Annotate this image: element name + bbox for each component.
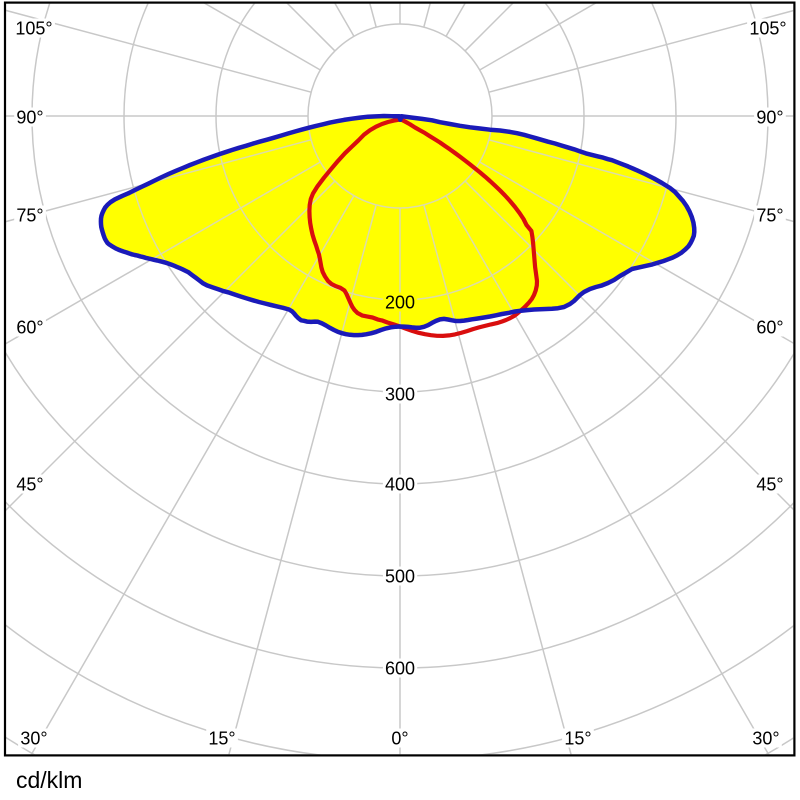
svg-text:600: 600	[385, 659, 415, 679]
svg-text:90°: 90°	[756, 108, 783, 128]
svg-text:200: 200	[385, 293, 415, 313]
svg-text:60°: 60°	[756, 318, 783, 338]
svg-text:105°: 105°	[15, 19, 52, 39]
svg-text:cd/klm: cd/klm	[16, 767, 82, 793]
svg-text:0°: 0°	[391, 729, 408, 749]
svg-text:45°: 45°	[16, 475, 43, 495]
svg-text:75°: 75°	[756, 206, 783, 226]
svg-text:15°: 15°	[208, 729, 235, 749]
svg-text:90°: 90°	[16, 108, 43, 128]
svg-text:75°: 75°	[16, 206, 43, 226]
svg-text:500: 500	[385, 567, 415, 587]
svg-text:45°: 45°	[756, 475, 783, 495]
svg-text:30°: 30°	[752, 729, 779, 749]
svg-text:105°: 105°	[749, 19, 786, 39]
svg-text:300: 300	[385, 385, 415, 405]
svg-text:15°: 15°	[564, 729, 591, 749]
svg-text:60°: 60°	[16, 318, 43, 338]
svg-text:30°: 30°	[20, 729, 47, 749]
svg-text:400: 400	[385, 475, 415, 495]
